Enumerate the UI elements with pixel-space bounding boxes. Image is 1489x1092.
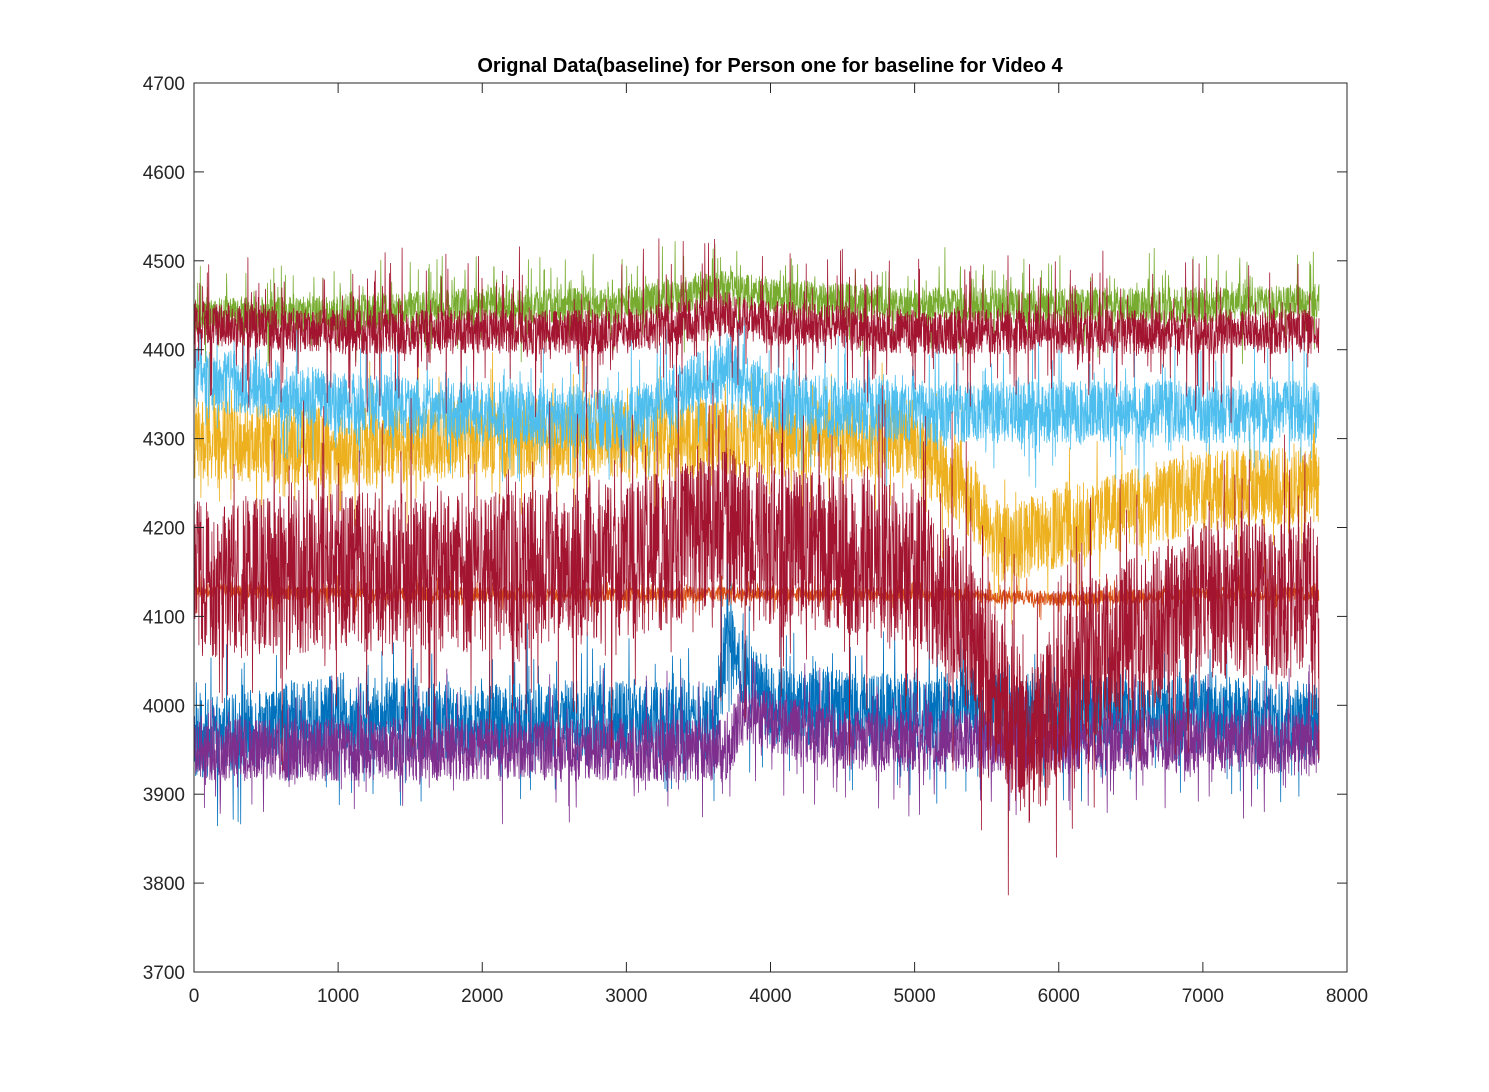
series-layer: [194, 238, 1320, 896]
x-tick-label: 8000: [1326, 986, 1368, 1007]
x-tick-label: 4000: [749, 986, 791, 1007]
y-tick-label: 3800: [143, 874, 185, 895]
y-tick-label: 4000: [143, 696, 185, 717]
y-tick-label: 4500: [143, 252, 185, 273]
series-line-6: [194, 302, 1320, 488]
x-tick-label: 6000: [1038, 986, 1080, 1007]
y-tick-label: 4600: [143, 163, 185, 184]
x-tick-label: 0: [189, 986, 200, 1007]
series-line-4: [194, 658, 1320, 825]
chart-title: Orignal Data(baseline) for Person one fo…: [477, 55, 1063, 77]
series-line-8: [194, 238, 1320, 424]
x-tick-label: 5000: [893, 986, 935, 1007]
x-tick-label: 3000: [605, 986, 647, 1007]
x-tick-label: 1000: [317, 986, 359, 1007]
y-tick-label: 4400: [143, 341, 185, 362]
y-tick-label: 4100: [143, 607, 185, 628]
series-line-7: [194, 374, 1320, 896]
y-tick-label: 3900: [143, 785, 185, 806]
y-tick-label: 4700: [143, 74, 185, 95]
x-tick-label: 2000: [461, 986, 503, 1007]
y-tick-label: 4300: [143, 430, 185, 451]
plot-area: [194, 83, 1347, 972]
x-tick-label: 7000: [1182, 986, 1224, 1007]
y-tick-label: 4200: [143, 519, 185, 540]
y-tick-label: 3700: [143, 963, 185, 984]
ticks-layer: 0 1000 2000 3000 4000 5000 6000 7000 8000 3700 380…: [143, 74, 1368, 1007]
